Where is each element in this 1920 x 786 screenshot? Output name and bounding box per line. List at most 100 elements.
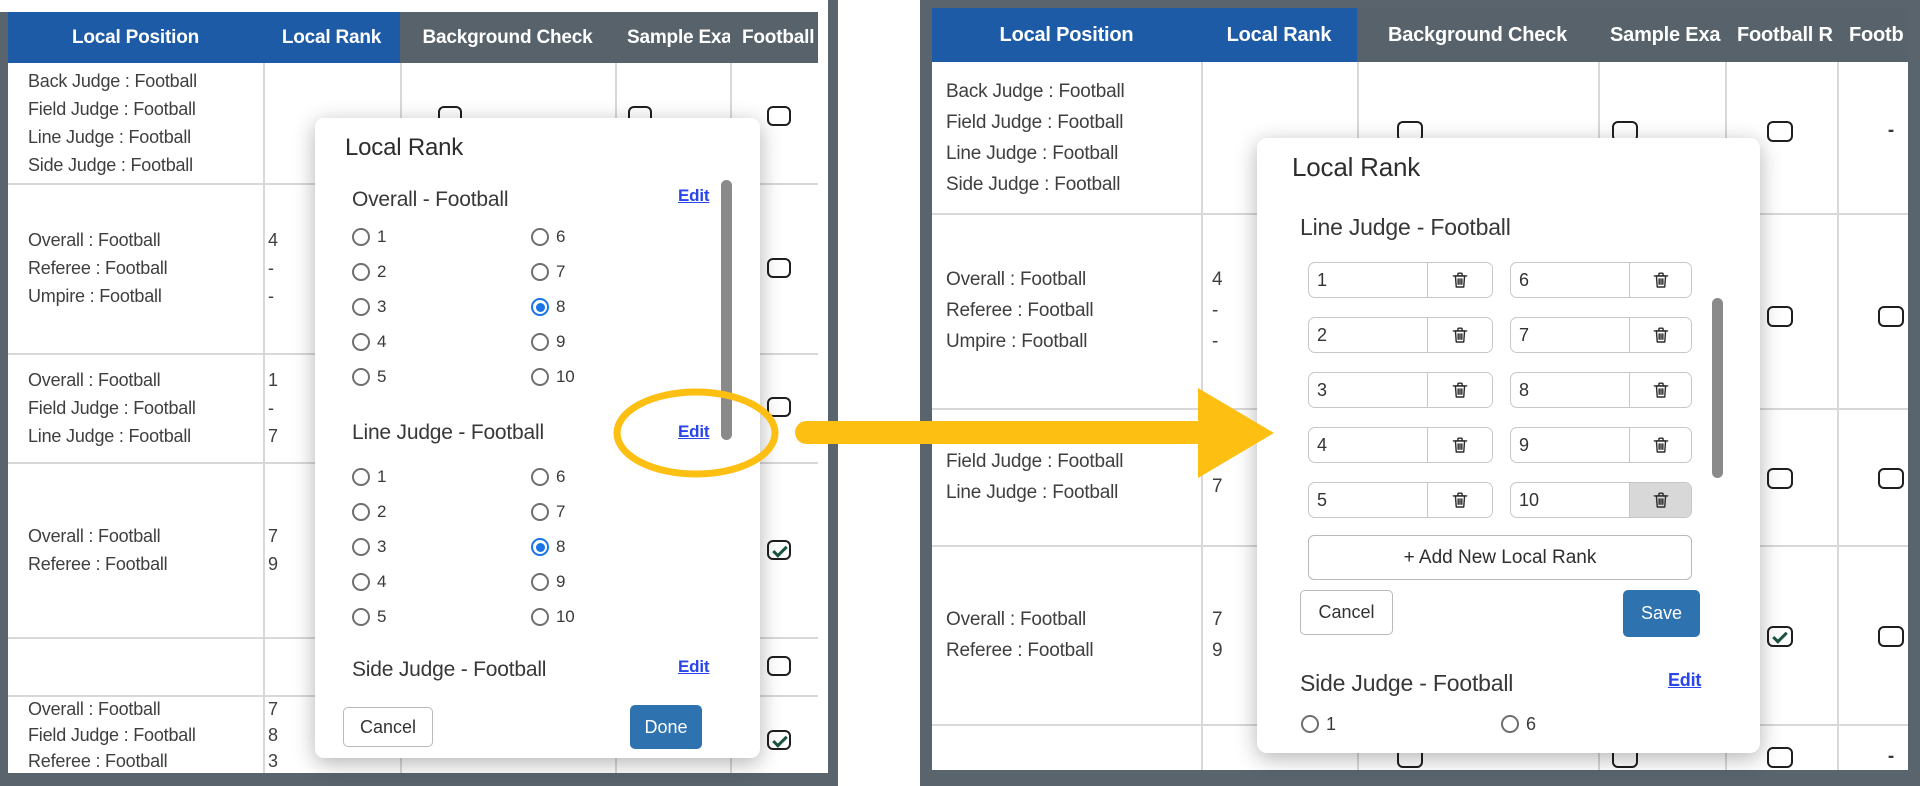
rank-radio[interactable]	[352, 263, 370, 281]
rank-radio[interactable]	[531, 608, 549, 626]
position-line: Overall : Football	[946, 608, 1087, 630]
position-cell: Overall : Football Field Judge : Football…	[28, 695, 253, 773]
football-checkbox[interactable]	[767, 397, 791, 417]
popover-scrollbar-thumb[interactable]	[721, 180, 732, 440]
position-line: Overall : Football	[28, 525, 161, 546]
position-cell	[946, 724, 1196, 770]
football-2-checkbox[interactable]	[1878, 467, 1904, 489]
edit-link[interactable]: Edit	[1668, 670, 1702, 690]
rank-radio[interactable]	[531, 368, 549, 386]
football-2-checkbox[interactable]	[1878, 625, 1904, 647]
football-2-checkbox[interactable]	[1878, 305, 1904, 327]
rank-value: 9	[268, 553, 278, 574]
rank-input-row	[1510, 317, 1692, 353]
trash-icon	[1452, 271, 1468, 288]
rank-radio[interactable]	[531, 228, 549, 246]
rank-value: -	[268, 258, 274, 278]
position-cell: Overall : Football Referee : Football	[28, 462, 253, 637]
cancel-button[interactable]: Cancel	[1300, 590, 1393, 635]
edit-link[interactable]: Edit	[678, 657, 710, 676]
rank-input-row	[1510, 372, 1692, 408]
delete-rank-button[interactable]	[1629, 318, 1691, 352]
position-line: Field Judge : Football	[946, 111, 1124, 133]
rank-radio[interactable]	[352, 503, 370, 521]
left-panel-frame-right	[828, 0, 838, 786]
football-checkbox[interactable]	[1767, 305, 1793, 327]
rank-radio[interactable]	[531, 263, 549, 281]
rank-input-row	[1510, 427, 1692, 463]
rank-radio[interactable]	[352, 333, 370, 351]
rank-radio[interactable]	[531, 538, 549, 556]
position-cell: Back Judge : Football Field Judge : Footb…	[946, 62, 1196, 213]
rank-radio[interactable]	[531, 468, 549, 486]
position-line: Referee : Football	[28, 751, 168, 771]
rank-radio[interactable]	[531, 298, 549, 316]
rank-radio[interactable]	[531, 333, 549, 351]
football-checkbox[interactable]	[1767, 625, 1793, 647]
save-button[interactable]: Save	[1623, 590, 1700, 637]
rank-value-input[interactable]	[1511, 318, 1629, 352]
rank-radio[interactable]	[352, 538, 370, 556]
football-checkbox[interactable]	[1767, 746, 1793, 768]
rank-radio[interactable]	[352, 298, 370, 316]
position-line: Referee : Football	[28, 258, 168, 278]
add-new-local-rank-button[interactable]: + Add New Local Rank	[1308, 535, 1692, 580]
empty-value-dash: -	[1887, 120, 1895, 141]
rank-value-input[interactable]	[1309, 263, 1427, 297]
edit-link[interactable]: Edit	[678, 186, 710, 205]
rank-radio[interactable]	[1501, 715, 1519, 733]
rank-radio[interactable]	[352, 608, 370, 626]
position-cell	[28, 637, 253, 695]
trash-icon	[1653, 381, 1668, 398]
football-checkbox[interactable]	[1767, 467, 1793, 489]
rank-value-input[interactable]	[1511, 428, 1629, 462]
right-panel-frame-right	[1908, 0, 1920, 786]
football-checkbox[interactable]	[767, 258, 791, 278]
rank-cell: 1 - 7	[268, 353, 348, 462]
rank-radio[interactable]	[531, 573, 549, 591]
delete-rank-button[interactable]	[1629, 373, 1691, 407]
football-checkbox[interactable]	[767, 730, 791, 750]
header-cell-local-rank: Local Rank	[281, 27, 382, 48]
rank-cell: 4 - -	[268, 183, 348, 353]
football-checkbox[interactable]	[767, 540, 791, 560]
cancel-button[interactable]: Cancel	[343, 707, 433, 747]
football-checkbox[interactable]	[1767, 120, 1793, 142]
rank-value-input[interactable]	[1511, 263, 1629, 297]
rank-radio[interactable]	[352, 368, 370, 386]
edit-link[interactable]: Edit	[678, 422, 710, 441]
position-cell: Overall : Football Field Judge : Football…	[28, 353, 253, 462]
done-button[interactable]: Done	[630, 705, 702, 749]
delete-rank-button[interactable]	[1427, 318, 1492, 352]
rank-value-input[interactable]	[1309, 373, 1427, 407]
popover-scrollbar-thumb[interactable]	[1712, 298, 1723, 478]
rank-value-input[interactable]	[1309, 483, 1427, 517]
delete-rank-button[interactable]	[1427, 263, 1492, 297]
rank-value-input[interactable]	[1309, 428, 1427, 462]
football-checkbox[interactable]	[767, 106, 791, 126]
rank-value-input[interactable]	[1511, 483, 1629, 517]
delete-rank-button[interactable]	[1629, 263, 1691, 297]
rank-value-input[interactable]	[1309, 318, 1427, 352]
delete-rank-button[interactable]	[1629, 483, 1691, 517]
football-checkbox[interactable]	[767, 656, 791, 676]
rank-radio-label: 7	[556, 262, 566, 281]
rank-radio[interactable]	[352, 573, 370, 591]
rank-radio-label: 2	[377, 502, 387, 521]
position-line: Line Judge : Football	[946, 481, 1119, 503]
rank-radio[interactable]	[531, 503, 549, 521]
rank-radio[interactable]	[1301, 715, 1319, 733]
delete-rank-button[interactable]	[1629, 428, 1691, 462]
header-cell-football-r: Football R	[1737, 24, 1833, 46]
delete-rank-button[interactable]	[1427, 428, 1492, 462]
rank-radio[interactable]	[352, 228, 370, 246]
position-line: Back Judge : Football	[28, 71, 197, 91]
position-line: Overall : Football	[28, 369, 161, 390]
delete-rank-button[interactable]	[1427, 483, 1492, 517]
rank-radio[interactable]	[352, 468, 370, 486]
rank-input-row	[1308, 482, 1493, 518]
position-line: Referee : Football	[946, 300, 1094, 321]
delete-rank-button[interactable]	[1427, 373, 1492, 407]
rank-value-input[interactable]	[1511, 373, 1629, 407]
rank-input-row	[1308, 427, 1493, 463]
